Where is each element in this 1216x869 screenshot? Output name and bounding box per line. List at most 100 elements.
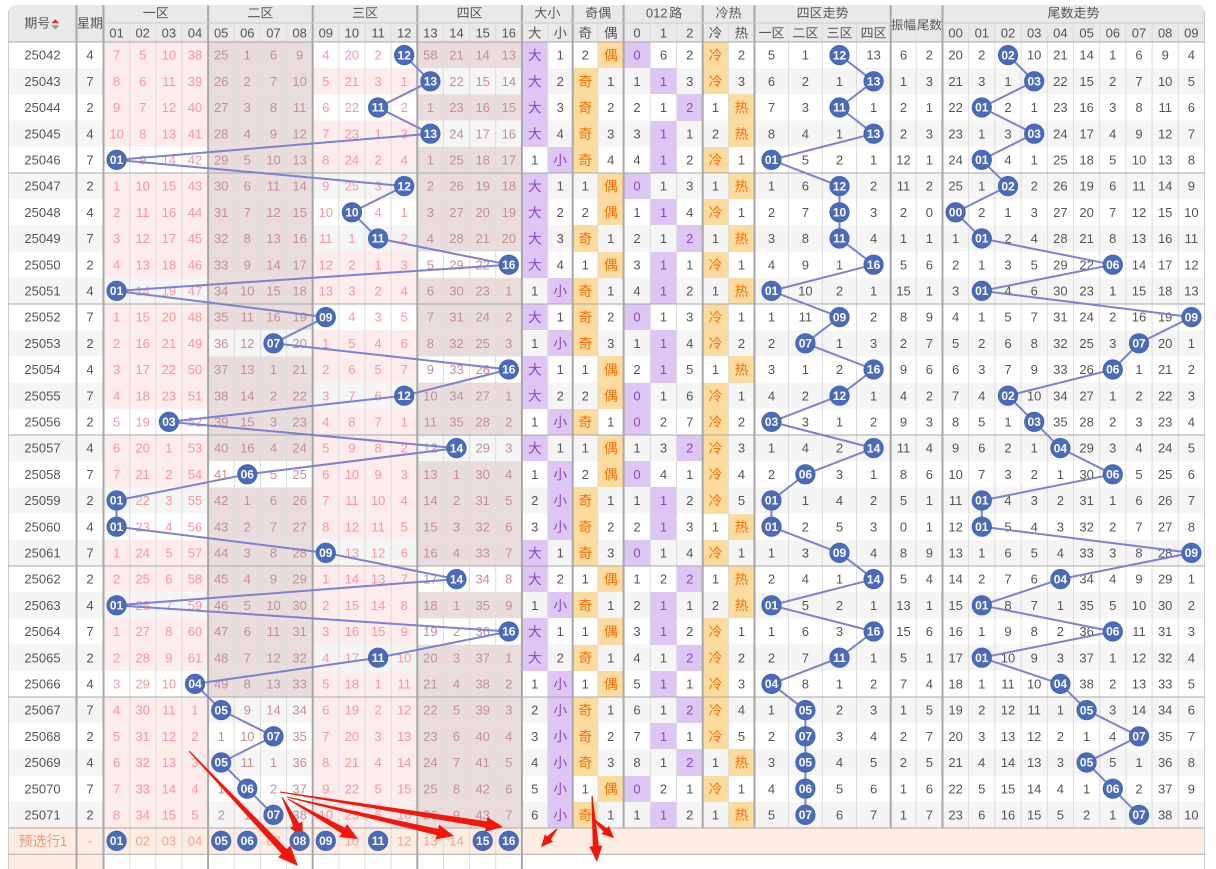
svg-text:7: 7 (1188, 729, 1195, 744)
svg-text:16: 16 (345, 624, 359, 639)
svg-text:11: 11 (424, 415, 438, 430)
svg-text:48: 48 (188, 310, 202, 325)
svg-text:4: 4 (401, 284, 408, 299)
svg-text:3: 3 (768, 362, 775, 377)
svg-text:09: 09 (1185, 310, 1199, 324)
svg-text:1: 1 (660, 205, 667, 220)
svg-text:7: 7 (1135, 74, 1142, 89)
svg-text:3: 3 (505, 703, 512, 718)
svg-text:1: 1 (427, 153, 434, 168)
svg-text:00: 00 (949, 206, 963, 220)
svg-text:30: 30 (292, 598, 306, 613)
svg-text:36: 36 (1158, 755, 1172, 770)
svg-text:05: 05 (1080, 703, 1094, 717)
svg-text:16: 16 (502, 126, 516, 141)
svg-text:3: 3 (686, 310, 693, 325)
svg-text:6: 6 (1188, 703, 1195, 718)
svg-text:50: 50 (188, 362, 202, 377)
svg-text:2: 2 (1057, 493, 1064, 508)
svg-text:10: 10 (948, 467, 962, 482)
svg-text:11: 11 (833, 101, 846, 115)
svg-text:3: 3 (505, 336, 512, 351)
svg-text:15: 15 (266, 284, 280, 299)
svg-text:1: 1 (582, 257, 589, 272)
svg-text:16: 16 (502, 25, 516, 40)
svg-text:2: 2 (870, 493, 877, 508)
svg-text:11: 11 (372, 651, 385, 665)
svg-text:22: 22 (449, 74, 463, 89)
svg-text:1: 1 (582, 572, 589, 587)
svg-text:1: 1 (712, 231, 719, 246)
svg-text:10: 10 (109, 126, 123, 141)
svg-text:9: 9 (165, 650, 172, 665)
svg-text:28: 28 (1053, 231, 1067, 246)
svg-text:4: 4 (1109, 126, 1116, 141)
svg-text:5: 5 (978, 781, 985, 796)
svg-text:4: 4 (374, 336, 381, 351)
svg-text:1: 1 (1109, 650, 1116, 665)
svg-text:9: 9 (1162, 48, 1169, 63)
svg-text:1: 1 (802, 362, 809, 377)
svg-text:1: 1 (1057, 598, 1064, 613)
svg-text:19: 19 (345, 703, 359, 718)
svg-text:1: 1 (633, 493, 640, 508)
svg-text:13: 13 (424, 75, 438, 89)
svg-text:13: 13 (1132, 677, 1146, 692)
svg-text:12: 12 (397, 25, 411, 40)
svg-text:10: 10 (162, 677, 176, 692)
svg-text:06: 06 (1106, 25, 1120, 40)
svg-text:23: 23 (423, 729, 437, 744)
svg-text:7: 7 (926, 808, 933, 823)
svg-text:1: 1 (900, 74, 907, 89)
svg-text:38: 38 (214, 388, 228, 403)
svg-text:12: 12 (948, 519, 962, 534)
svg-text:4: 4 (1188, 650, 1195, 665)
svg-text:1: 1 (712, 755, 719, 770)
svg-text:31: 31 (475, 493, 489, 508)
svg-text:4: 4 (427, 231, 434, 246)
svg-text:11: 11 (319, 231, 333, 246)
svg-text:36: 36 (292, 755, 306, 770)
svg-text:3: 3 (768, 231, 775, 246)
svg-text:32: 32 (1053, 336, 1067, 351)
svg-text:5: 5 (505, 493, 512, 508)
svg-text:2: 2 (686, 650, 693, 665)
svg-text:03: 03 (162, 415, 176, 429)
svg-text:2: 2 (738, 650, 745, 665)
svg-text:25062: 25062 (24, 572, 60, 587)
svg-text:06: 06 (1106, 363, 1120, 377)
svg-text:8: 8 (633, 755, 640, 770)
svg-text:1: 1 (660, 74, 667, 89)
svg-text:2: 2 (633, 100, 640, 115)
svg-text:3: 3 (1109, 100, 1116, 115)
svg-text:2: 2 (836, 362, 843, 377)
svg-text:4: 4 (1188, 48, 1195, 63)
svg-text:2: 2 (660, 415, 667, 430)
svg-text:7: 7 (374, 415, 381, 430)
svg-text:12: 12 (397, 703, 411, 718)
svg-text:2: 2 (322, 598, 329, 613)
svg-text:1: 1 (660, 624, 667, 639)
svg-text:25046: 25046 (24, 153, 60, 168)
svg-text:2: 2 (836, 284, 843, 299)
svg-text:2: 2 (870, 415, 877, 430)
svg-text:3: 3 (660, 441, 667, 456)
svg-text:6: 6 (952, 362, 959, 377)
svg-text:23: 23 (475, 284, 489, 299)
svg-text:6: 6 (926, 257, 933, 272)
svg-text:4: 4 (686, 546, 693, 561)
svg-text:5: 5 (900, 650, 907, 665)
svg-text:2: 2 (244, 519, 251, 534)
svg-text:4: 4 (738, 703, 745, 718)
svg-text:13: 13 (135, 257, 149, 272)
svg-text:25042: 25042 (24, 48, 60, 63)
svg-text:2: 2 (1109, 677, 1116, 692)
svg-text:11: 11 (136, 205, 150, 220)
svg-text:4: 4 (926, 572, 933, 587)
svg-text:6: 6 (401, 336, 408, 351)
svg-text:35: 35 (214, 310, 228, 325)
svg-text:14: 14 (1132, 257, 1146, 272)
svg-text:1: 1 (870, 598, 877, 613)
svg-text:04: 04 (765, 677, 779, 691)
svg-text:7: 7 (270, 74, 277, 89)
